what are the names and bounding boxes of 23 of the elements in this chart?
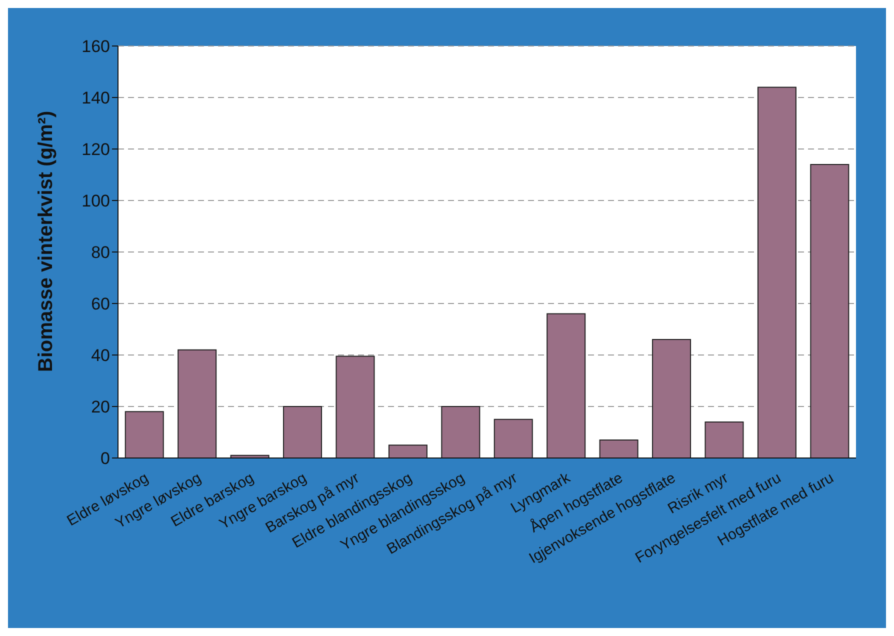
- bar: [178, 349, 217, 458]
- y-tick-label: 120: [82, 140, 110, 160]
- bar: [810, 164, 850, 458]
- bar: [283, 406, 322, 458]
- bar: [546, 313, 586, 458]
- y-axis-title: Biomasse vinterkvist (g/m²): [35, 110, 58, 372]
- y-tick-label: 100: [82, 192, 110, 211]
- bar: [599, 439, 638, 458]
- y-tick-label: 80: [91, 243, 110, 262]
- y-tick-label: 0: [100, 449, 110, 468]
- bar: [336, 356, 375, 458]
- bar: [388, 444, 428, 458]
- y-tick-label: 40: [91, 346, 110, 366]
- y-tick-label: 60: [91, 294, 110, 314]
- bar: [757, 86, 796, 458]
- bar: [704, 421, 744, 458]
- bar: [441, 406, 480, 458]
- y-tick-label: 140: [82, 88, 110, 108]
- bar: [652, 339, 692, 458]
- y-tick-label: 160: [82, 37, 110, 56]
- bar: [494, 418, 533, 458]
- y-tick-label: 20: [91, 398, 110, 417]
- bar: [124, 411, 164, 458]
